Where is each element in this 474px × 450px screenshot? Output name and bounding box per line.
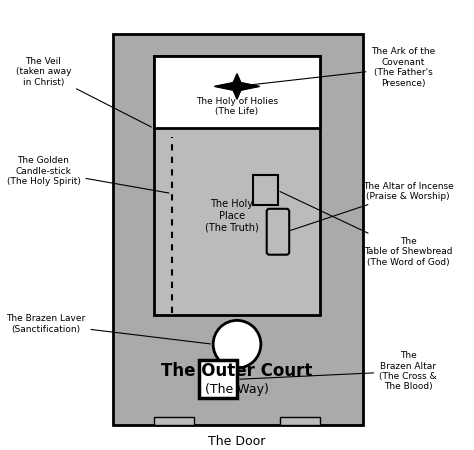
Bar [154, 56, 320, 315]
Text: The Golden
Candle-stick
(The Holy Spirit): The Golden Candle-stick (The Holy Spirit… [7, 156, 169, 193]
Text: The
Table of Shewbread
(The Word of God): The Table of Shewbread (The Word of God) [280, 192, 452, 267]
FancyBboxPatch shape [267, 209, 289, 255]
Bar [199, 360, 237, 398]
Circle shape [213, 320, 261, 368]
Text: The Brazen Laver
(Sanctification): The Brazen Laver (Sanctification) [6, 314, 210, 344]
Text: The Veil
(taken away
in Christ): The Veil (taken away in Christ) [16, 57, 151, 127]
Text: The Holy of Holies
(The Life): The Holy of Holies (The Life) [196, 97, 278, 117]
Text: The Door: The Door [208, 436, 266, 448]
Bar [154, 56, 320, 128]
Text: The Ark of the
Covenant
(The Father's
Presence): The Ark of the Covenant (The Father's Pr… [240, 47, 436, 88]
Text: The
Brazen Altar
(The Cross &
The Blood): The Brazen Altar (The Cross & The Blood) [240, 351, 437, 392]
Text: The Holy
Place
(The Truth): The Holy Place (The Truth) [205, 199, 258, 233]
Bar [154, 417, 194, 425]
Bar [113, 34, 363, 425]
Text: (The Way): (The Way) [205, 383, 269, 396]
Polygon shape [215, 74, 259, 99]
Text: The Outer Court: The Outer Court [161, 362, 313, 380]
Text: The Altar of Incense
(Praise & Worship): The Altar of Incense (Praise & Worship) [289, 181, 453, 231]
Bar [253, 176, 277, 205]
Bar [280, 417, 320, 425]
